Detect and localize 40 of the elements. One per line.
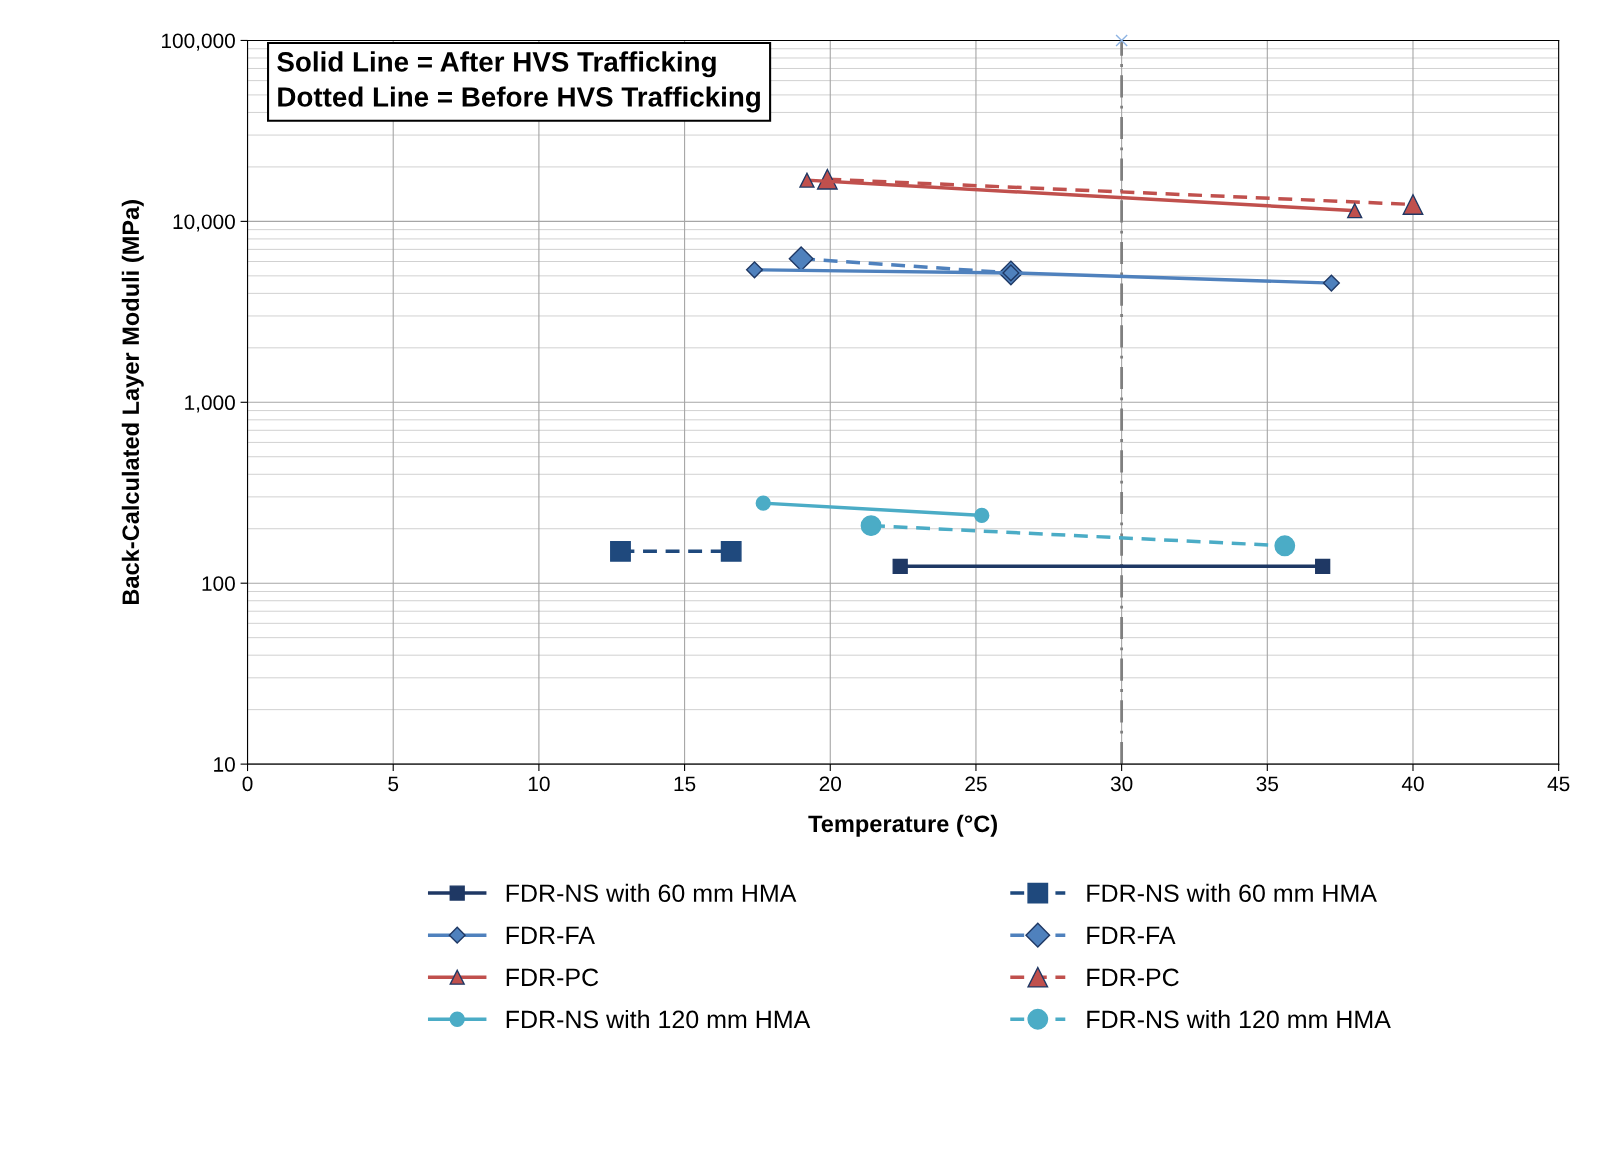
legend-label: FDR-NS with 120 mm HMA	[506, 1009, 811, 1029]
y-tick-label: 1,000	[185, 395, 235, 413]
y-axis-title: Back-Calculated Layer Moduli (MPa)	[121, 200, 144, 605]
x-tick-label: 45	[1547, 776, 1570, 792]
point	[1347, 203, 1363, 219]
point	[1115, 34, 1128, 47]
legend-label: FDR-PC	[1087, 968, 1179, 987]
y-tick-label: 100	[202, 576, 235, 591]
point	[974, 507, 990, 524]
x-tick-label: 30	[1110, 776, 1133, 792]
point	[1315, 558, 1331, 574]
legend-label: FDR-FA	[506, 926, 595, 944]
legend-label: FDR-NS with 60 mm HMA	[1087, 883, 1377, 903]
x-tick-label: 0	[242, 776, 253, 792]
x-tick-label: 5	[388, 776, 399, 792]
annotation: Solid Line = After HVS Trafficking Dotted Line = Before HVS Trafficking	[277, 51, 760, 113]
point	[799, 172, 815, 188]
point	[860, 515, 882, 537]
legend-label: FDR-NS with 60 mm HMA	[506, 883, 797, 903]
y-tick-label: 10,000	[173, 214, 235, 232]
legend-label: FDR-NS with 120 mm HMA	[1087, 1009, 1391, 1029]
point	[720, 540, 742, 562]
x-axis-title: Temperature (°C)	[808, 814, 997, 837]
x-tick-label: 10	[528, 776, 550, 792]
x-tick-label: 35	[1256, 776, 1279, 792]
point	[1402, 194, 1424, 215]
x-tick-label: 15	[674, 776, 696, 792]
legend-label: FDR-FA	[1087, 926, 1176, 944]
point	[892, 558, 908, 574]
point	[755, 495, 771, 511]
point	[610, 540, 631, 562]
x-tick-label: 20	[819, 776, 842, 792]
point	[745, 261, 764, 279]
x-tick-label: 40	[1401, 776, 1424, 792]
point	[1274, 535, 1296, 557]
y-tick-label: 100,000	[162, 33, 235, 51]
legend-label: FDR-PC	[506, 968, 599, 987]
point	[1322, 274, 1340, 292]
y-tick-label: 10	[214, 757, 235, 772]
x-tick-label: 25	[965, 776, 987, 792]
